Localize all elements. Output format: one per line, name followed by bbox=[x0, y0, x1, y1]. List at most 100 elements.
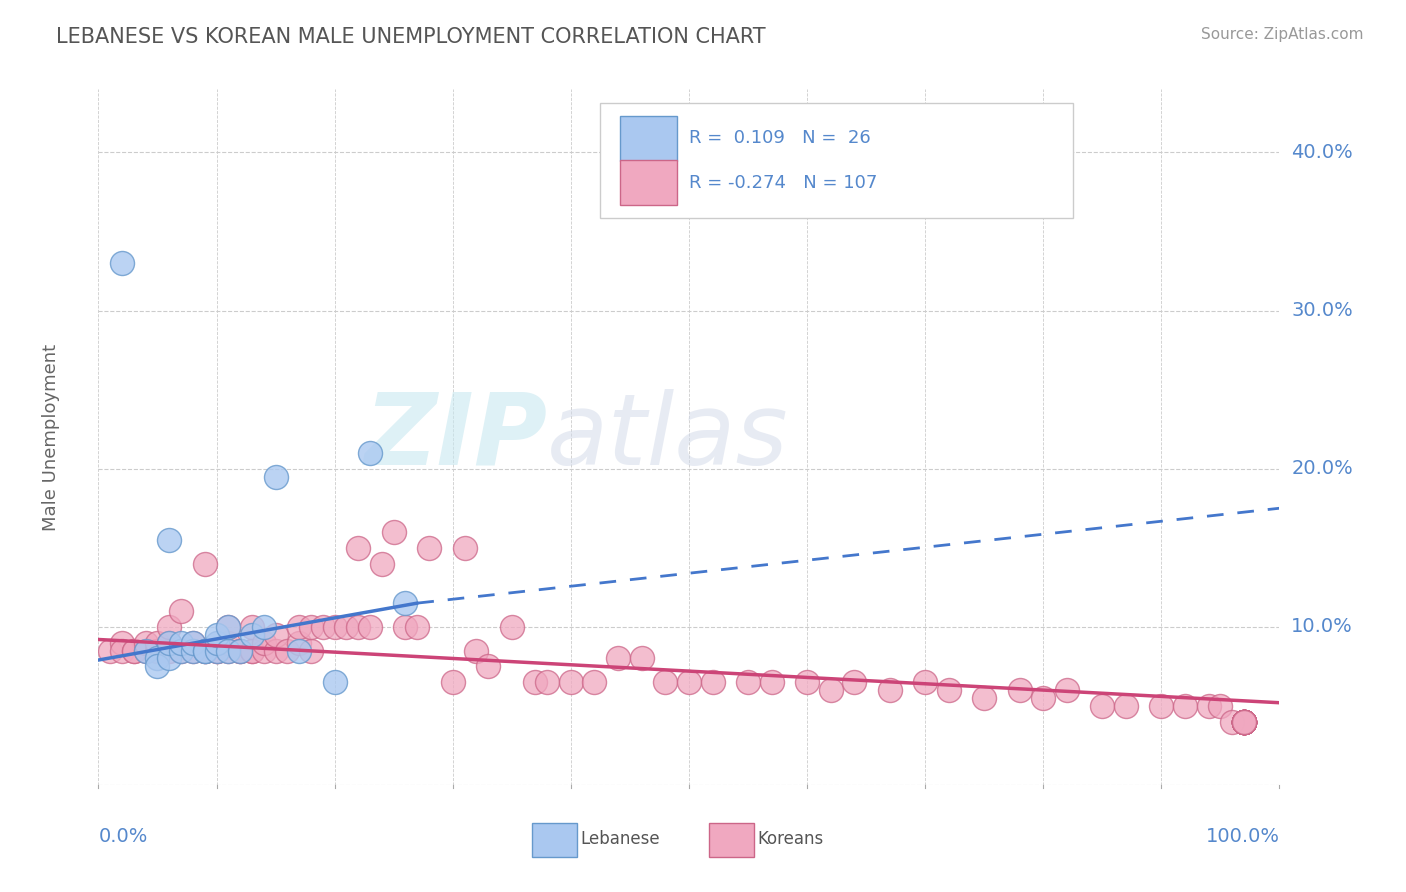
Point bbox=[406, 620, 429, 634]
Point bbox=[194, 643, 217, 657]
Point bbox=[938, 683, 960, 698]
Point bbox=[1032, 690, 1054, 705]
Point bbox=[264, 643, 287, 657]
Text: 20.0%: 20.0% bbox=[1291, 459, 1353, 478]
Point bbox=[796, 675, 818, 690]
Point bbox=[240, 643, 263, 657]
Point bbox=[441, 675, 464, 690]
Text: 0.0%: 0.0% bbox=[98, 827, 148, 846]
Point bbox=[240, 628, 263, 642]
Point bbox=[135, 635, 157, 649]
Point bbox=[111, 643, 134, 657]
Point bbox=[146, 643, 169, 657]
Point bbox=[299, 643, 322, 657]
Point bbox=[737, 675, 759, 690]
Point bbox=[205, 643, 228, 657]
Point bbox=[394, 596, 416, 610]
Point bbox=[1233, 714, 1256, 729]
Point bbox=[194, 643, 217, 657]
Point bbox=[678, 675, 700, 690]
Point bbox=[240, 620, 263, 634]
Point bbox=[181, 643, 204, 657]
Point bbox=[205, 635, 228, 649]
Text: R = -0.274   N = 107: R = -0.274 N = 107 bbox=[689, 174, 877, 192]
Point bbox=[477, 659, 499, 673]
Point bbox=[122, 643, 145, 657]
Text: ZIP: ZIP bbox=[364, 389, 547, 485]
Point bbox=[1209, 698, 1232, 713]
Point bbox=[146, 659, 169, 673]
Point bbox=[181, 643, 204, 657]
Point bbox=[181, 635, 204, 649]
Point bbox=[1008, 683, 1031, 698]
FancyBboxPatch shape bbox=[620, 116, 678, 161]
Point bbox=[288, 643, 311, 657]
Point bbox=[973, 690, 995, 705]
Point bbox=[347, 541, 370, 555]
Point bbox=[1174, 698, 1197, 713]
FancyBboxPatch shape bbox=[600, 103, 1073, 218]
Point bbox=[288, 635, 311, 649]
Point bbox=[347, 620, 370, 634]
Point bbox=[170, 604, 193, 618]
Text: R =  0.109   N =  26: R = 0.109 N = 26 bbox=[689, 129, 870, 147]
Point bbox=[111, 256, 134, 270]
Point bbox=[98, 643, 121, 657]
Point bbox=[205, 643, 228, 657]
Text: Source: ZipAtlas.com: Source: ZipAtlas.com bbox=[1201, 27, 1364, 42]
Point bbox=[1233, 714, 1256, 729]
Point bbox=[583, 675, 606, 690]
Point bbox=[205, 628, 228, 642]
Point bbox=[359, 446, 381, 460]
Point bbox=[253, 620, 276, 634]
Point bbox=[146, 651, 169, 665]
Point bbox=[229, 643, 252, 657]
Point bbox=[194, 643, 217, 657]
Point bbox=[194, 557, 217, 571]
Text: Lebanese: Lebanese bbox=[581, 830, 659, 848]
Point bbox=[217, 620, 239, 634]
Point bbox=[157, 620, 180, 634]
FancyBboxPatch shape bbox=[709, 823, 754, 856]
Point bbox=[323, 620, 346, 634]
Text: 40.0%: 40.0% bbox=[1291, 143, 1353, 162]
Point bbox=[323, 675, 346, 690]
Point bbox=[157, 651, 180, 665]
Point bbox=[1233, 714, 1256, 729]
Point bbox=[157, 635, 180, 649]
Point bbox=[1233, 714, 1256, 729]
Point bbox=[276, 643, 298, 657]
Point bbox=[229, 643, 252, 657]
Point bbox=[170, 643, 193, 657]
Point bbox=[217, 620, 239, 634]
Point bbox=[1233, 714, 1256, 729]
Point bbox=[181, 635, 204, 649]
Point bbox=[1150, 698, 1173, 713]
Text: Male Unemployment: Male Unemployment bbox=[42, 343, 60, 531]
Point bbox=[1233, 714, 1256, 729]
Point bbox=[1233, 714, 1256, 729]
Point bbox=[820, 683, 842, 698]
Point bbox=[217, 643, 239, 657]
Point bbox=[465, 643, 488, 657]
Point bbox=[217, 643, 239, 657]
Point bbox=[1233, 714, 1256, 729]
Point bbox=[654, 675, 676, 690]
Point bbox=[1233, 714, 1256, 729]
Point bbox=[702, 675, 724, 690]
Point bbox=[1115, 698, 1137, 713]
Point bbox=[253, 635, 276, 649]
Point bbox=[335, 620, 357, 634]
Point bbox=[253, 643, 276, 657]
Point bbox=[914, 675, 936, 690]
Point bbox=[135, 643, 157, 657]
Point bbox=[122, 643, 145, 657]
Text: 100.0%: 100.0% bbox=[1205, 827, 1279, 846]
Point bbox=[607, 651, 630, 665]
Point bbox=[217, 635, 239, 649]
Point bbox=[418, 541, 440, 555]
Point bbox=[1233, 714, 1256, 729]
Point bbox=[146, 635, 169, 649]
Point bbox=[1233, 714, 1256, 729]
Point bbox=[536, 675, 558, 690]
